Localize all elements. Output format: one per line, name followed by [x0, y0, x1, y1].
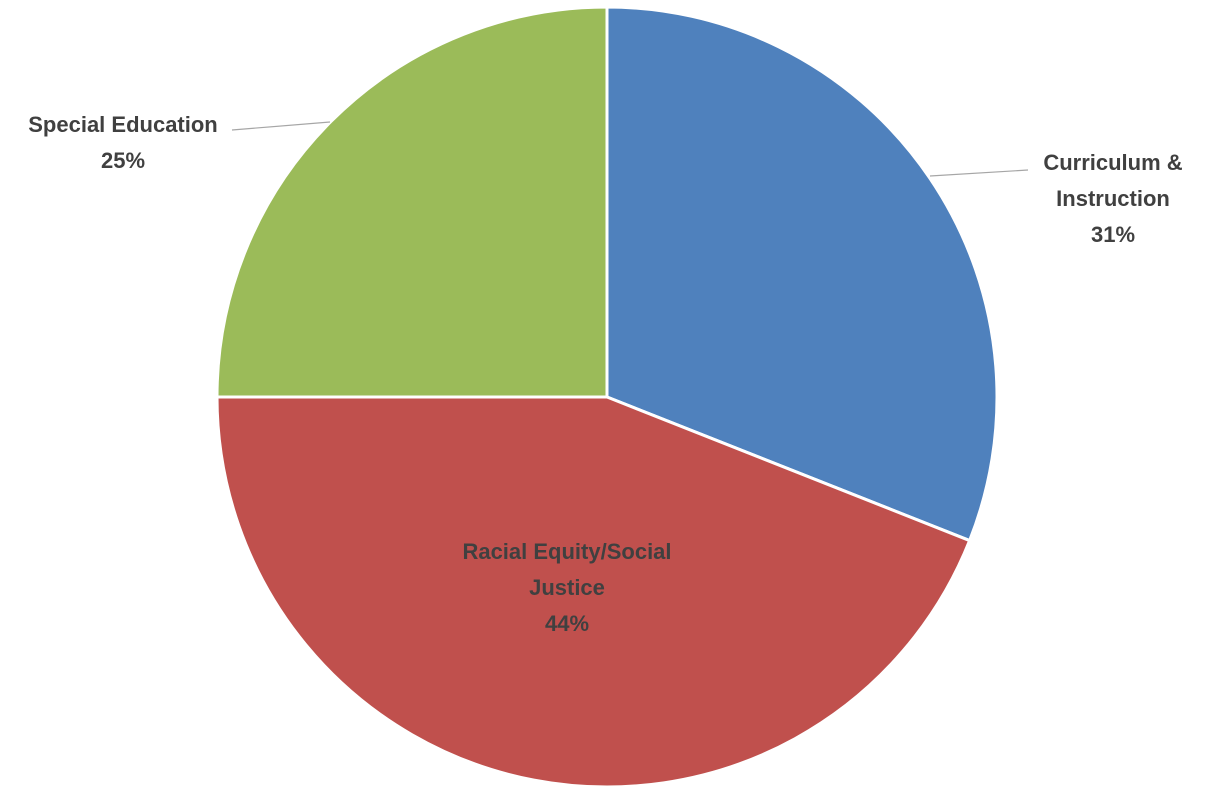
data-label-value: 31%: [1091, 222, 1135, 247]
data-label-value: 44%: [545, 611, 589, 636]
data-label-category: Curriculum &: [1043, 150, 1182, 175]
data-label-special-education: Special Education 25%: [28, 112, 218, 173]
leader-line-special-education: [231, 121, 331, 131]
pie-slice-special-education: [215, 5, 609, 399]
leader-line-curriculum-instruction: [929, 169, 1029, 177]
data-label-category: Justice: [529, 575, 605, 600]
pie-slice-curriculum-instruction: [605, 5, 999, 543]
data-label-category: Racial Equity/Social: [462, 539, 671, 564]
pie-slice-racial-equity-social-justice: [215, 395, 972, 786]
data-label-category: Instruction: [1056, 186, 1170, 211]
data-label-category: Special Education: [28, 112, 218, 137]
data-label-value: 25%: [101, 148, 145, 173]
data-label-racial-equity-social-justice: Racial Equity/Social Justice 44%: [462, 539, 671, 636]
data-label-curriculum-instruction: Curriculum & Instruction 31%: [1043, 150, 1182, 247]
